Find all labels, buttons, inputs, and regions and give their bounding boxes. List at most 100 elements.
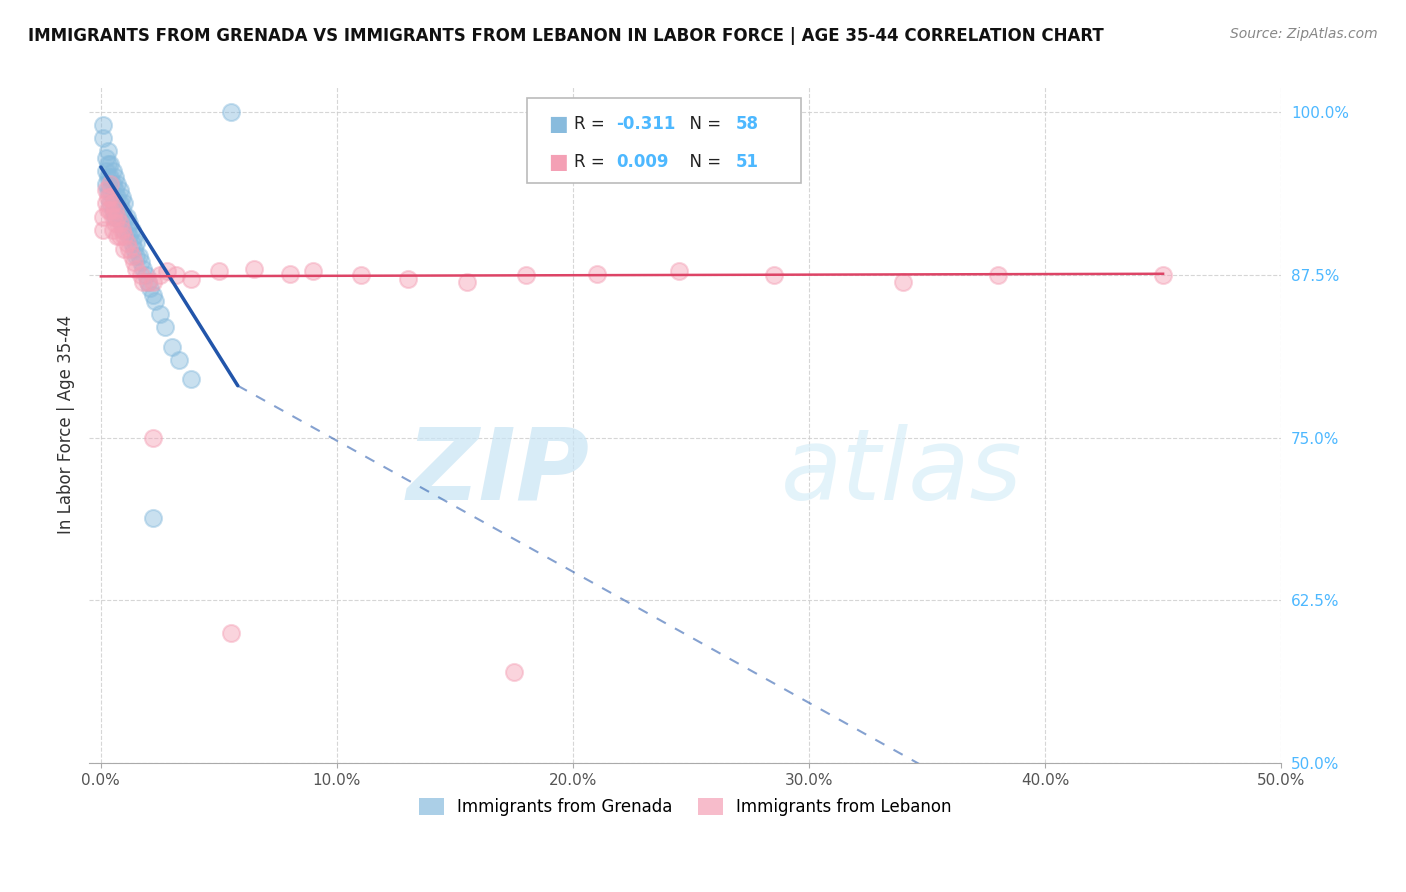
Point bbox=[121, 222, 143, 236]
Point bbox=[208, 264, 231, 278]
Point bbox=[132, 261, 155, 276]
Point bbox=[118, 216, 141, 230]
Point bbox=[97, 190, 120, 204]
Point bbox=[104, 202, 127, 217]
Point bbox=[114, 242, 136, 256]
Point bbox=[125, 235, 148, 250]
Point bbox=[219, 105, 242, 120]
Point bbox=[94, 164, 117, 178]
Point bbox=[101, 164, 124, 178]
Point bbox=[114, 196, 136, 211]
Point bbox=[105, 210, 128, 224]
Point bbox=[142, 511, 165, 525]
Text: N =: N = bbox=[679, 153, 727, 170]
Text: Source: ZipAtlas.com: Source: ZipAtlas.com bbox=[1230, 27, 1378, 41]
Point bbox=[91, 222, 114, 236]
Point bbox=[129, 268, 152, 282]
Point bbox=[115, 235, 138, 250]
Text: 58: 58 bbox=[735, 115, 758, 133]
Point bbox=[132, 275, 155, 289]
Point bbox=[243, 261, 266, 276]
Point bbox=[108, 184, 131, 198]
Point bbox=[349, 268, 371, 282]
Point bbox=[165, 268, 187, 282]
Text: 51: 51 bbox=[735, 153, 758, 170]
Point bbox=[302, 264, 325, 278]
Text: atlas: atlas bbox=[780, 424, 1022, 521]
Point bbox=[101, 190, 124, 204]
Point bbox=[104, 184, 127, 198]
Text: ■: ■ bbox=[548, 152, 568, 172]
Point bbox=[105, 190, 128, 204]
Point bbox=[94, 196, 117, 211]
Point bbox=[101, 177, 124, 191]
Point bbox=[125, 261, 148, 276]
Point bbox=[104, 216, 127, 230]
Point bbox=[111, 202, 134, 217]
Point bbox=[219, 626, 242, 640]
Text: IMMIGRANTS FROM GRENADA VS IMMIGRANTS FROM LEBANON IN LABOR FORCE | AGE 35-44 CO: IMMIGRANTS FROM GRENADA VS IMMIGRANTS FR… bbox=[28, 27, 1104, 45]
Point bbox=[149, 268, 172, 282]
Text: 0.009: 0.009 bbox=[616, 153, 668, 170]
Point bbox=[122, 255, 145, 269]
Point bbox=[108, 229, 131, 244]
Point bbox=[101, 222, 124, 236]
Point bbox=[114, 229, 136, 244]
Point bbox=[118, 229, 141, 244]
Point bbox=[108, 210, 131, 224]
Point bbox=[156, 264, 179, 278]
Point bbox=[136, 275, 159, 289]
Point bbox=[97, 170, 120, 185]
Point bbox=[91, 119, 114, 133]
Point bbox=[105, 202, 128, 217]
Point bbox=[129, 255, 152, 269]
Point bbox=[153, 320, 176, 334]
Point bbox=[101, 202, 124, 217]
Point bbox=[114, 222, 136, 236]
Point bbox=[105, 177, 128, 191]
Text: R =: R = bbox=[574, 153, 610, 170]
Point bbox=[893, 275, 915, 289]
Y-axis label: In Labor Force | Age 35-44: In Labor Force | Age 35-44 bbox=[58, 315, 75, 534]
Point bbox=[139, 281, 162, 295]
Point bbox=[278, 267, 301, 281]
Point bbox=[98, 202, 121, 217]
Point bbox=[111, 216, 134, 230]
Point bbox=[108, 216, 131, 230]
Point bbox=[101, 210, 124, 224]
Text: R =: R = bbox=[574, 115, 610, 133]
Point bbox=[101, 196, 124, 211]
Point bbox=[97, 202, 120, 217]
Point bbox=[762, 268, 785, 282]
Point bbox=[987, 268, 1010, 282]
Point bbox=[97, 157, 120, 171]
Point bbox=[121, 235, 143, 250]
Point bbox=[94, 184, 117, 198]
Legend: Immigrants from Grenada, Immigrants from Lebanon: Immigrants from Grenada, Immigrants from… bbox=[412, 791, 957, 822]
Point bbox=[142, 431, 165, 445]
Point bbox=[136, 275, 159, 289]
Point bbox=[515, 268, 537, 282]
Point bbox=[97, 145, 120, 159]
Point bbox=[97, 184, 120, 198]
Point bbox=[115, 222, 138, 236]
Point bbox=[149, 307, 172, 321]
Point bbox=[98, 170, 121, 185]
Point bbox=[91, 210, 114, 224]
Point bbox=[104, 170, 127, 185]
Point bbox=[98, 177, 121, 191]
Point bbox=[503, 665, 526, 679]
Point bbox=[104, 210, 127, 224]
Point bbox=[98, 157, 121, 171]
Point bbox=[125, 248, 148, 262]
Point bbox=[122, 229, 145, 244]
Text: -0.311: -0.311 bbox=[616, 115, 675, 133]
Point bbox=[98, 196, 121, 211]
Point bbox=[142, 275, 165, 289]
Point bbox=[105, 229, 128, 244]
Point bbox=[135, 268, 157, 282]
Point bbox=[160, 340, 183, 354]
Point bbox=[111, 190, 134, 204]
Point bbox=[91, 131, 114, 145]
Point bbox=[128, 248, 150, 262]
